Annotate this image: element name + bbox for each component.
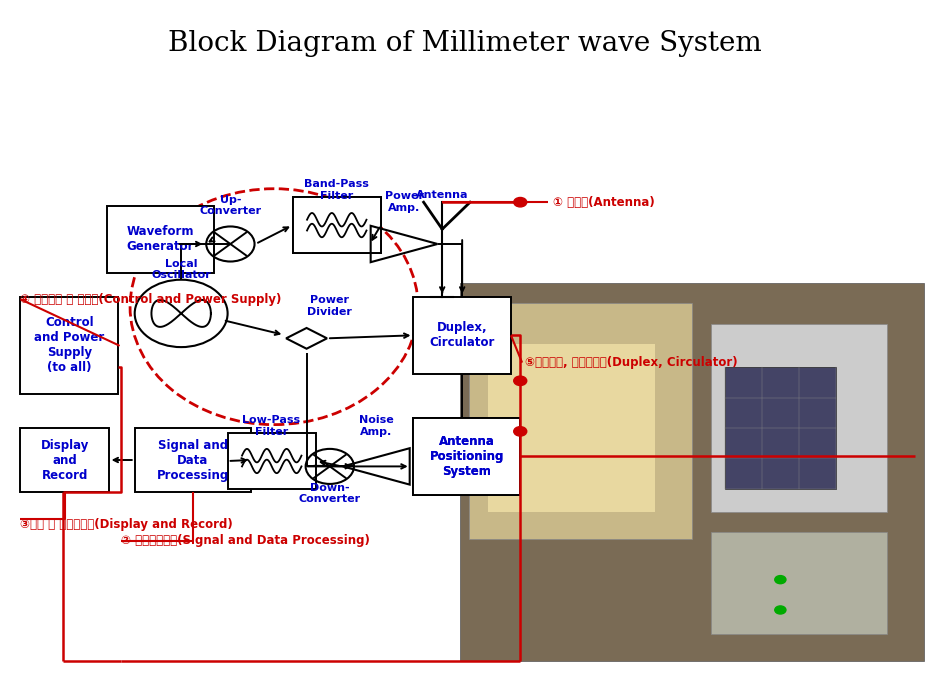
Text: Noise
Amp.: Noise Amp. <box>358 415 393 437</box>
Text: Power
Amp.: Power Amp. <box>384 191 423 213</box>
Text: Low-Pass
Filter: Low-Pass Filter <box>242 415 300 437</box>
Text: Antenna: Antenna <box>416 191 468 200</box>
Circle shape <box>513 427 526 436</box>
Bar <box>469 303 691 539</box>
Bar <box>413 418 520 495</box>
Text: ④ 전원제어 및 공급부(Control and Power Supply): ④ 전원제어 및 공급부(Control and Power Supply) <box>20 293 281 306</box>
Text: Local
Oscillator: Local Oscillator <box>151 259 211 280</box>
Text: Antenna
Positioning
System: Antenna Positioning System <box>429 435 504 478</box>
Text: ⑤듀플렉스, 써큐레이터(Duplex, Circulator): ⑤듀플렉스, 써큐레이터(Duplex, Circulator) <box>524 356 737 369</box>
Circle shape <box>774 576 785 584</box>
Bar <box>459 283 923 661</box>
Bar <box>710 532 886 634</box>
Bar <box>227 433 316 489</box>
Text: Signal and
Data
Processing: Signal and Data Processing <box>157 439 228 481</box>
Text: Band-Pass
Filter: Band-Pass Filter <box>303 179 368 201</box>
Text: ① 안테나(Antenna): ① 안테나(Antenna) <box>552 195 654 209</box>
Text: ② 신호처리장치(Signal and Data Processing): ② 신호처리장치(Signal and Data Processing) <box>121 534 369 547</box>
Bar <box>135 428 251 492</box>
Text: Down-
Converter: Down- Converter <box>299 483 360 504</box>
Bar <box>107 206 213 273</box>
Text: Power
Divider: Power Divider <box>306 295 351 317</box>
Bar <box>413 418 520 495</box>
Circle shape <box>774 606 785 614</box>
Text: Display
and
Record: Display and Record <box>40 439 89 481</box>
Bar <box>487 344 654 512</box>
Circle shape <box>513 376 526 386</box>
Text: ③저장 및 디스플레이(Display and Record): ③저장 및 디스플레이(Display and Record) <box>20 518 233 531</box>
Text: Antenna
Positioning
System: Antenna Positioning System <box>429 435 504 478</box>
Bar <box>20 428 109 492</box>
Bar <box>20 297 118 394</box>
Text: Block Diagram of Millimeter wave System: Block Diagram of Millimeter wave System <box>167 30 761 57</box>
Bar <box>413 297 510 374</box>
Bar <box>292 197 380 253</box>
Text: Control
and Power
Supply
(to all): Control and Power Supply (to all) <box>34 316 104 375</box>
Text: Duplex,
Circulator: Duplex, Circulator <box>429 321 495 349</box>
Bar <box>724 367 835 489</box>
Text: Waveform
Generator: Waveform Generator <box>126 225 194 253</box>
Bar <box>292 197 380 253</box>
Text: Up-
Converter: Up- Converter <box>200 195 261 216</box>
Bar <box>710 324 886 512</box>
Circle shape <box>513 197 526 207</box>
